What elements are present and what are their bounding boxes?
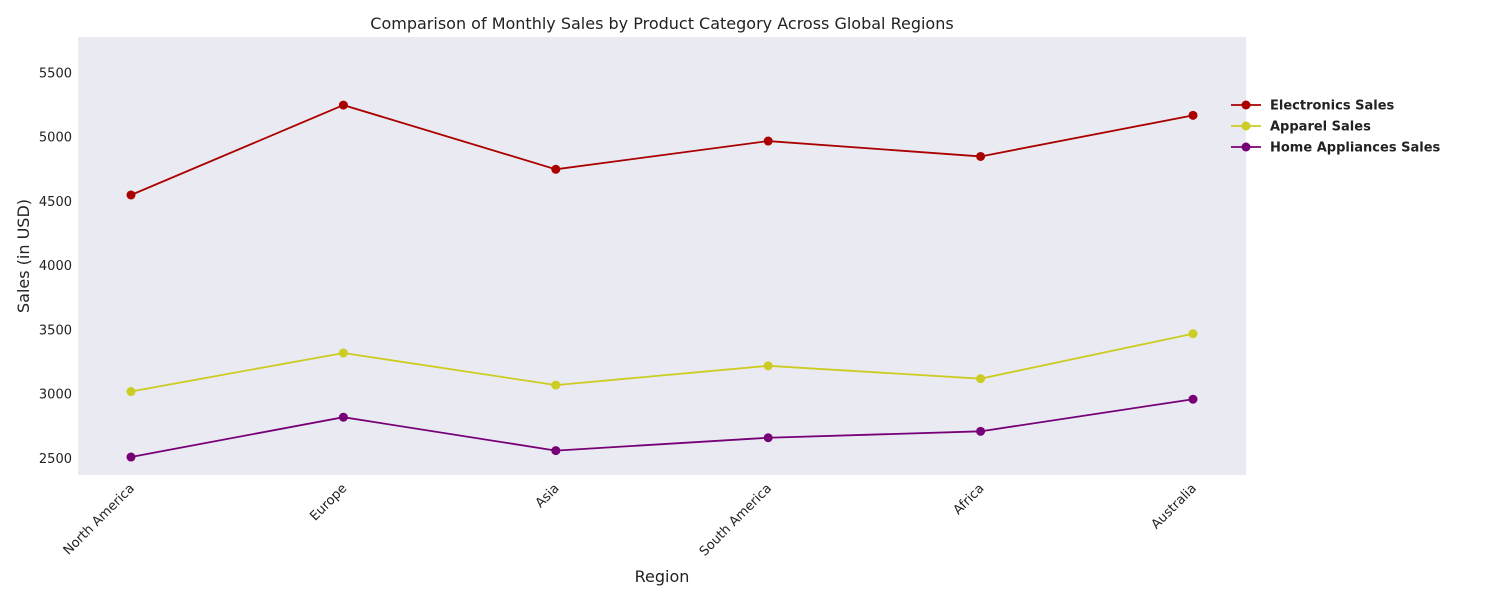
data-point (976, 151, 986, 161)
y-tick-label: 4000 (39, 259, 72, 274)
data-point (551, 446, 561, 456)
y-tick-label: 4500 (39, 195, 72, 210)
data-point (338, 100, 348, 110)
legend-label: Home Appliances Sales (1270, 141, 1441, 156)
y-tick-label: 2500 (39, 452, 72, 467)
y-axis-ticks: 2500 3000 3500 4000 4500 5000 5500 (39, 66, 72, 466)
data-point (338, 348, 348, 358)
series-line (130, 332, 1194, 393)
data-point (551, 164, 561, 174)
data-point (338, 412, 348, 422)
series-line (130, 398, 1194, 458)
data-point (1188, 394, 1198, 404)
chart-title: Comparison of Monthly Sales by Product C… (370, 14, 953, 33)
x-tick-label: Asia (533, 481, 563, 511)
series-0 (126, 100, 1198, 200)
data-point (976, 426, 986, 436)
legend-swatch-marker (1241, 121, 1251, 131)
legend-swatch-marker (1241, 142, 1251, 152)
x-axis-label: Region (635, 567, 690, 586)
legend-item: Electronics Sales (1231, 99, 1395, 114)
data-point (763, 433, 773, 443)
plot-area (78, 37, 1246, 475)
data-point (763, 361, 773, 371)
legend: Electronics Sales Apparel Sales Home Appli… (1231, 99, 1441, 156)
data-point (1188, 110, 1198, 120)
data-point (126, 190, 136, 200)
data-point (126, 452, 136, 462)
x-tick-label: Europe (307, 481, 350, 524)
legend-swatch-marker (1241, 100, 1251, 110)
legend-item: Home Appliances Sales (1231, 141, 1441, 156)
x-tick-label: Africa (951, 481, 988, 518)
y-tick-label: 3000 (39, 388, 72, 403)
data-point (126, 387, 136, 397)
series-1 (126, 329, 1198, 397)
legend-label: Apparel Sales (1270, 120, 1371, 135)
x-tick-label: North America (61, 481, 138, 558)
x-axis-ticks: North America Europe Asia South America Afri… (61, 481, 1200, 559)
series-lines (126, 100, 1198, 462)
y-tick-label: 5000 (39, 131, 72, 146)
legend-item: Apparel Sales (1231, 120, 1371, 135)
y-tick-label: 3500 (39, 323, 72, 338)
x-tick-label: Australia (1149, 481, 1200, 532)
data-point (976, 374, 986, 384)
series-line (130, 104, 1194, 196)
legend-label: Electronics Sales (1270, 99, 1395, 114)
data-point (763, 136, 773, 146)
x-tick-label: South America (697, 481, 775, 559)
data-point (1188, 329, 1198, 339)
y-axis-label: Sales (in USD) (14, 199, 33, 313)
data-point (551, 380, 561, 390)
series-2 (126, 394, 1198, 462)
y-tick-label: 5500 (39, 66, 72, 81)
